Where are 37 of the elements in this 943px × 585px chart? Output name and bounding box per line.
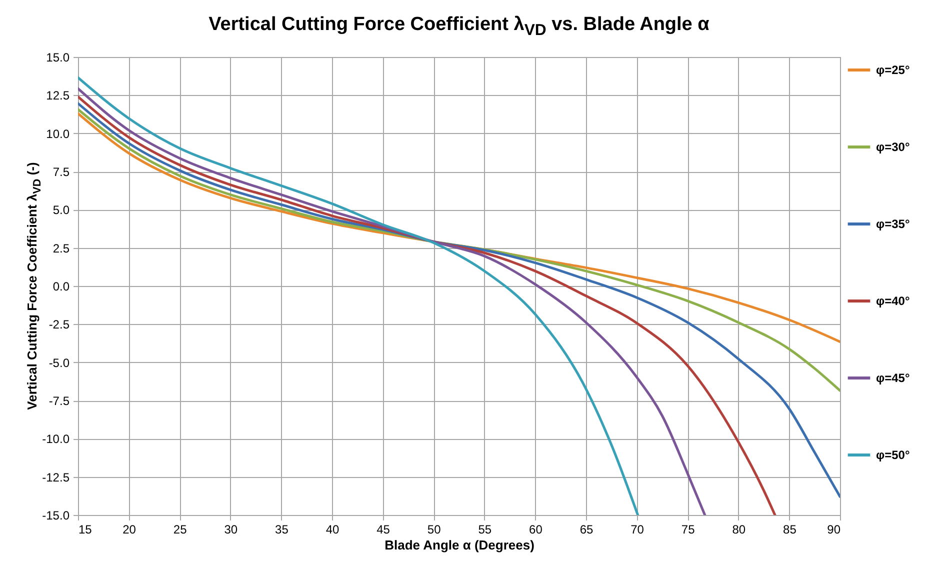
legend-label: φ=30° — [876, 140, 910, 154]
x-tick-label: 15 — [78, 522, 92, 536]
x-tick-label: 65 — [580, 522, 594, 536]
x-tick-label: 80 — [732, 522, 746, 536]
y-tick-label: 12.5 — [46, 88, 70, 103]
x-tick-label: 40 — [326, 522, 340, 536]
y-tick-label: -12.5 — [42, 470, 70, 484]
legend-label: φ=40° — [876, 294, 910, 308]
y-tick-label: 2.5 — [52, 241, 70, 256]
y-tick-label: -7.5 — [48, 394, 70, 408]
x-tick-label: 50 — [427, 522, 442, 536]
y-tick-label: 0.0 — [52, 280, 70, 294]
y-tick-label: 10.0 — [46, 126, 70, 141]
legend-label: φ=45° — [876, 371, 910, 385]
y-tick-label: -2.5 — [48, 318, 70, 332]
y-tick-label: 7.5 — [52, 165, 70, 179]
x-tick-label: 35 — [275, 522, 289, 536]
x-tick-label: 25 — [173, 522, 188, 536]
x-tick-label: 90 — [827, 522, 841, 536]
x-tick-label: 30 — [224, 522, 238, 536]
x-tick-label: 70 — [630, 522, 644, 536]
y-tick-label: -10.0 — [42, 432, 70, 446]
legend-label: φ=25° — [876, 63, 910, 77]
y-tick-label: -15.0 — [42, 508, 70, 522]
y-tick-label: 15.0 — [46, 50, 70, 64]
x-tick-label: 20 — [122, 522, 136, 536]
y-tick-label: 5.0 — [52, 203, 70, 218]
x-axis-title: Blade Angle α (Degrees) — [384, 538, 534, 552]
y-tick-label: -5.0 — [48, 356, 70, 370]
x-tick-label: 45 — [376, 522, 390, 536]
legend-label: φ=50° — [876, 448, 910, 462]
x-tick-label: 55 — [478, 522, 492, 536]
x-tick-label: 60 — [529, 522, 543, 536]
chart-title: Vertical Cutting Force Coefficient λ$_{VD}$ vs. Blade Angle α — [208, 14, 710, 40]
x-tick-label: 75 — [681, 522, 696, 536]
x-tick-label: 85 — [783, 522, 797, 536]
legend-label: φ=35° — [876, 217, 910, 231]
